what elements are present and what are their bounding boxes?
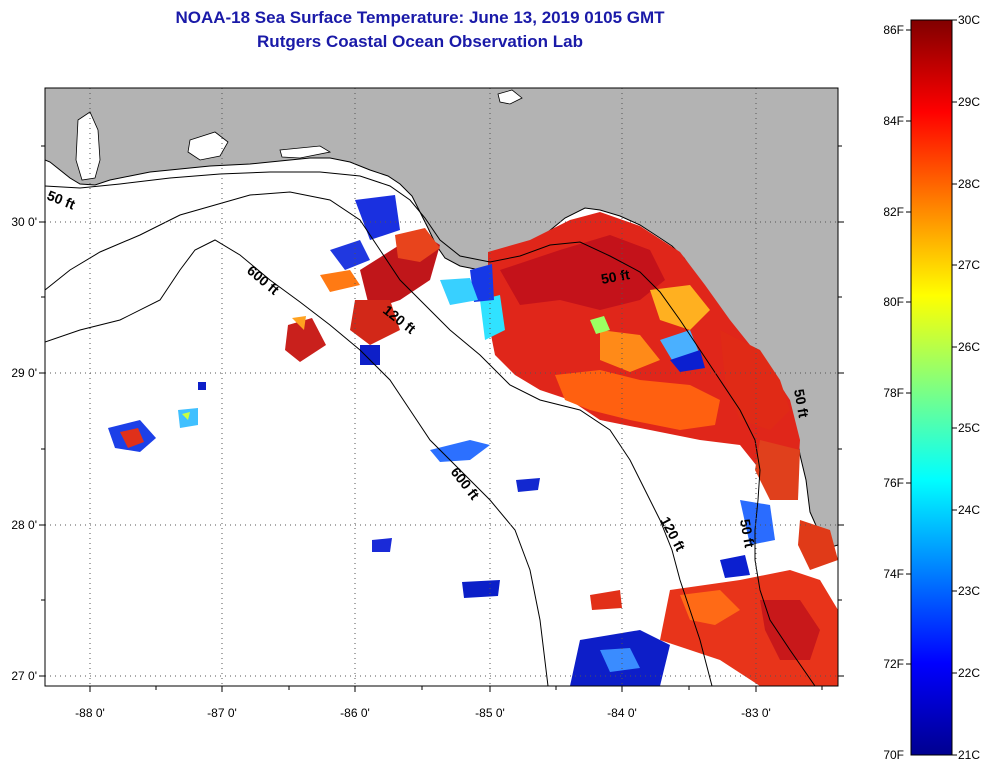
north-lake xyxy=(497,89,523,105)
map-title: NOAA-18 Sea Surface Temperature: June 13… xyxy=(175,8,665,27)
contour-50ft xyxy=(45,171,816,686)
colorbar-f-label: 86F xyxy=(883,23,904,37)
contour-120ft xyxy=(45,191,713,686)
colorbar-f-label: 80F xyxy=(883,295,904,309)
colorbar-c-label: 22C xyxy=(958,666,980,680)
sst-data-layer xyxy=(108,195,838,686)
colorbar-c-label: 23C xyxy=(958,584,980,598)
lat-label: 28 0' xyxy=(11,518,37,532)
colorbar-f-label: 70F xyxy=(883,748,904,762)
colorbar-c-labels: 30C 29C 28C 27C 26C 25C 24C 23C 22C 21C xyxy=(958,13,980,762)
contour-label-50ft-east: 50 ft xyxy=(791,388,812,419)
colorbar-c-label: 25C xyxy=(958,421,980,435)
lon-label: -85 0' xyxy=(475,706,505,720)
colorbar-f-label: 72F xyxy=(883,657,904,671)
colorbar-c-label: 29C xyxy=(958,95,980,109)
choctawhatchee-bay xyxy=(279,145,332,159)
colorbar-c-label: 27C xyxy=(958,258,980,272)
colorbar-f-label: 76F xyxy=(883,476,904,490)
map-border xyxy=(44,87,839,687)
lon-labels: -88 0' -87 0' -86 0' -85 0' -84 0' -83 0… xyxy=(75,706,771,720)
lon-label: -86 0' xyxy=(340,706,370,720)
colorbar-c-label: 30C xyxy=(958,13,980,27)
colorbar-ticks xyxy=(906,19,957,756)
colorbar-c-label: 21C xyxy=(958,748,980,762)
lat-labels: 30 0' 29 0' 28 0' 27 0' xyxy=(11,215,37,683)
lon-label: -83 0' xyxy=(741,706,771,720)
colorbar-f-label: 74F xyxy=(883,567,904,581)
mobile-bay xyxy=(75,111,101,181)
colorbar-c-label: 24C xyxy=(958,503,980,517)
lat-label: 29 0' xyxy=(11,366,37,380)
graticule xyxy=(45,88,838,686)
lon-label: -87 0' xyxy=(207,706,237,720)
contour-label-50ft-bigbend: 50 ft xyxy=(600,266,631,287)
lon-label: -84 0' xyxy=(607,706,637,720)
lon-label: -88 0' xyxy=(75,706,105,720)
colorbar-f-label: 78F xyxy=(883,386,904,400)
colorbar-c-label: 28C xyxy=(958,177,980,191)
colorbar-f-label: 84F xyxy=(883,114,904,128)
axis-ticks xyxy=(39,145,844,692)
colorbar-c-label: 26C xyxy=(958,340,980,354)
lat-label: 30 0' xyxy=(11,215,37,229)
pensacola-bay xyxy=(187,131,229,161)
map-subtitle: Rutgers Coastal Ocean Observation Lab xyxy=(257,32,583,51)
contour-label-50ft-south: 50 ft xyxy=(737,518,758,549)
colorbar-f-label: 82F xyxy=(883,205,904,219)
colorbar-f-labels: 86F 84F 82F 80F 78F 76F 74F 72F 70F xyxy=(883,23,904,762)
colorbar xyxy=(910,19,953,756)
lat-label: 27 0' xyxy=(11,669,37,683)
contour-600ft xyxy=(45,239,549,686)
